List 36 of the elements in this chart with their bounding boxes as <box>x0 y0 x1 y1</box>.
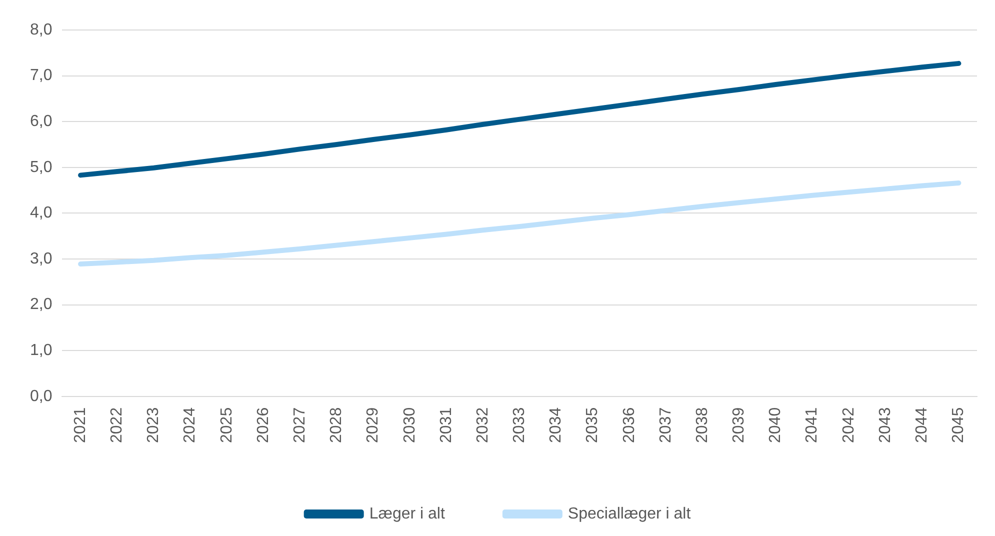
x-tick-label: 2042 <box>840 407 858 443</box>
y-tick-label: 5,0 <box>30 158 52 176</box>
x-tick-label: 2031 <box>438 407 455 443</box>
legend-label: Læger i alt <box>369 505 446 522</box>
x-tick-label: 2044 <box>914 407 931 443</box>
y-tick-label: 1,0 <box>30 342 52 360</box>
legend-label: Speciallæger i alt <box>568 505 692 522</box>
x-tick-label: 2024 <box>182 407 199 443</box>
y-tick-label: 8,0 <box>30 21 52 38</box>
x-tick-label: 2037 <box>657 407 674 443</box>
x-tick-label: 2040 <box>767 407 784 443</box>
x-tick-label: 2025 <box>218 407 236 443</box>
x-tick-label: 2041 <box>804 407 821 443</box>
y-tick-label: 6,0 <box>30 113 52 130</box>
y-tick-label: 2,0 <box>30 296 52 314</box>
x-tick-label: 2022 <box>108 407 126 443</box>
x-tick-label: 2039 <box>730 407 748 443</box>
x-tick-label: 2032 <box>474 407 492 443</box>
x-tick-label: 2021 <box>72 407 89 443</box>
y-tick-label: 0,0 <box>30 388 52 405</box>
x-tick-label: 2027 <box>291 407 308 443</box>
x-tick-label: 2026 <box>254 407 272 443</box>
x-tick-label: 2035 <box>584 407 602 443</box>
x-tick-label: 2030 <box>401 407 418 443</box>
x-tick-label: 2029 <box>364 407 382 443</box>
x-tick-label: 2045 <box>950 407 968 443</box>
x-tick-label: 2023 <box>145 407 162 443</box>
x-tick-label: 2033 <box>511 407 528 443</box>
y-tick-label: 4,0 <box>30 204 52 222</box>
x-tick-label: 2036 <box>620 407 638 443</box>
x-tick-label: 2043 <box>876 407 894 443</box>
x-tick-label: 2034 <box>548 407 565 443</box>
y-tick-label: 7,0 <box>30 67 52 84</box>
y-tick-label: 3,0 <box>30 250 52 268</box>
x-tick-label: 2038 <box>694 407 711 443</box>
x-tick-label: 2028 <box>328 407 346 443</box>
